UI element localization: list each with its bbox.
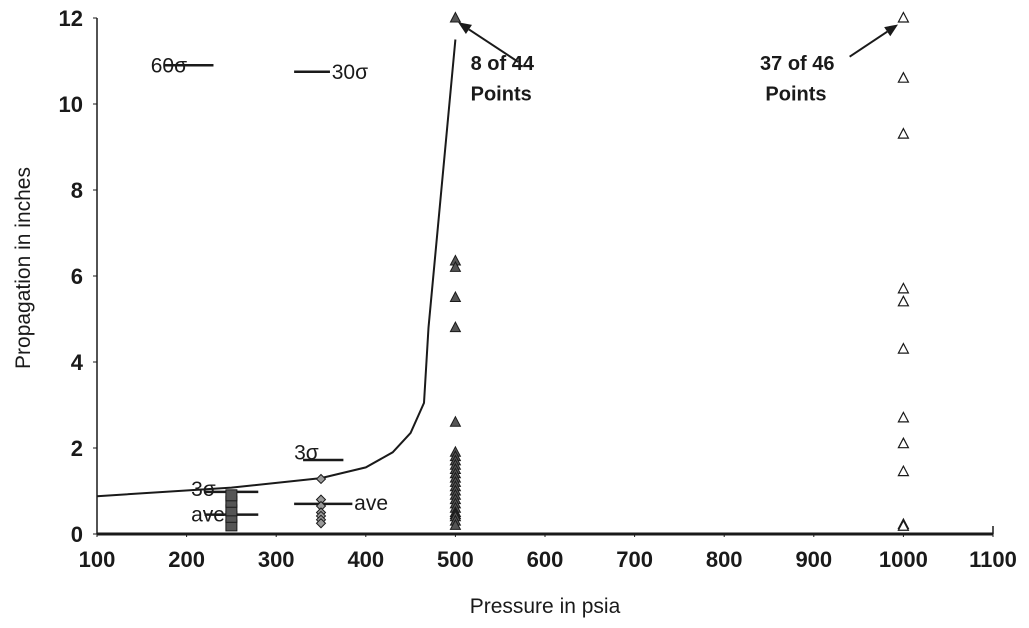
x-tick-label: 1100 (969, 547, 1017, 572)
x-axis-title: Pressure in psia (470, 595, 621, 618)
open-triangle-marker (897, 464, 910, 477)
data-points (225, 11, 910, 532)
y-tick-label: 12 (59, 6, 83, 31)
annotation-label: Points (765, 83, 826, 105)
x-tick-label: 600 (527, 547, 564, 572)
filled-triangle-marker (449, 321, 462, 333)
annotation-label: 3σ (191, 478, 216, 501)
open-triangle-marker (897, 71, 910, 83)
arrow-shaft (468, 28, 519, 63)
open-triangle-marker (897, 282, 910, 294)
diamond-marker (315, 518, 327, 529)
annotation-label: 30σ (332, 61, 368, 84)
annotation-label: ave (191, 504, 225, 527)
callout-arrows (458, 22, 899, 63)
x-tick-label: 200 (168, 547, 205, 572)
x-tick-label: 100 (79, 547, 116, 572)
open-triangle-marker (897, 127, 910, 139)
y-tick-label: 4 (71, 350, 84, 375)
tick-labels: 100 200 300 400 500 600 700 800 900 1000 1100 0 2 4 6 8… (59, 6, 1017, 572)
annotation-label: 37 of 46 (760, 53, 834, 75)
sigma-lines (164, 64, 353, 516)
y-tick-label: 6 (71, 264, 83, 289)
open-triangle-marker (897, 295, 910, 307)
annotation-label: 8 of 44 (471, 53, 535, 75)
filled-triangle-marker (449, 290, 462, 302)
trend-curve (96, 39, 457, 498)
open-triangle-marker (897, 11, 910, 23)
x-tick-label: 400 (347, 547, 384, 572)
y-tick-label: 0 (71, 522, 83, 547)
open-triangle-marker (897, 411, 910, 423)
filled-triangle-marker (449, 518, 462, 530)
filled-triangle-marker (449, 415, 462, 427)
x-tick-label: 800 (706, 547, 743, 572)
y-tick-label: 8 (71, 178, 83, 203)
y-tick-label: 2 (71, 436, 83, 461)
y-axis-title: Propagation in inches (12, 167, 35, 369)
fit-curve (96, 39, 457, 498)
open-triangle-marker (897, 519, 910, 531)
diamond-marker (315, 473, 327, 485)
filled-triangle-marker (449, 260, 462, 272)
filled-triangle-marker (449, 11, 462, 23)
arrow-head (458, 22, 472, 35)
x-tick-label: 700 (616, 547, 653, 572)
open-triangle-marker (897, 436, 910, 449)
x-tick-label: 300 (258, 547, 295, 572)
annotation-label: Points (471, 83, 532, 105)
square-marker (225, 489, 238, 502)
x-tick-label: 500 (437, 547, 474, 572)
x-tick-label: 1000 (879, 547, 928, 572)
open-triangle-marker (897, 342, 910, 354)
annotation-label: ave (354, 492, 388, 515)
annotation-label: 60σ (151, 54, 187, 77)
arrow-shaft (849, 30, 888, 58)
annotation-label: 3σ (294, 441, 319, 464)
annotations: 60σ 30σ 3σ 3σ ave ave 8 of 44 Points 37 of 46 Poi… (151, 53, 835, 527)
axes (93, 17, 994, 537)
arrow-head (884, 24, 899, 37)
x-tick-label: 900 (795, 547, 832, 572)
y-tick-label: 10 (59, 92, 83, 117)
